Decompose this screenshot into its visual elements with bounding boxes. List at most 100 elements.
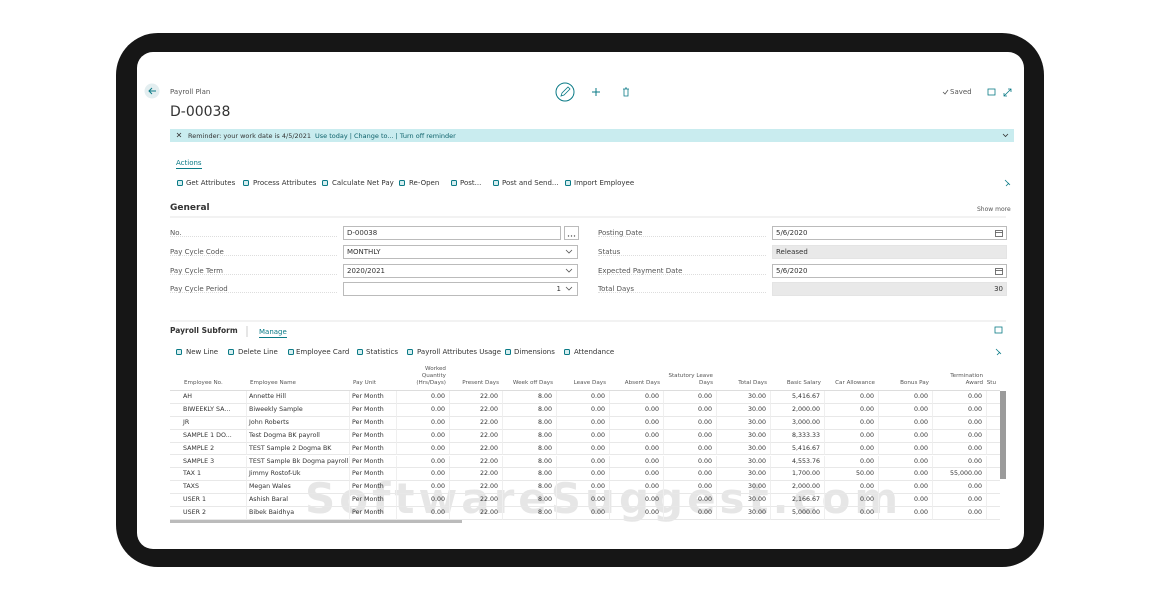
- column-header[interactable]: Stu: [987, 380, 996, 386]
- pin[interactable]: [995, 348, 1002, 356]
- column-header[interactable]: Leave Days: [573, 380, 606, 386]
- action-button[interactable]: Re-Open: [409, 179, 440, 187]
- table-cell: 30.00: [717, 442, 771, 456]
- table-cell[interactable]: SAMPLE 3: [170, 455, 247, 469]
- table-cell: [987, 391, 1000, 404]
- table-cell: 0.00: [610, 429, 664, 443]
- action-button[interactable]: New Line: [186, 348, 219, 356]
- table-cell[interactable]: SAMPLE 2: [170, 442, 247, 456]
- column-header[interactable]: Car Allowance: [835, 380, 875, 386]
- table-cell: 0.00: [664, 442, 717, 456]
- actions-tab[interactable]: Actions: [176, 159, 202, 169]
- field-input[interactable]: 1: [343, 282, 578, 296]
- table-cell[interactable]: USER 1: [170, 494, 247, 508]
- column-header[interactable]: Week off Days: [512, 380, 553, 386]
- table-cell: 55,000.00: [933, 468, 987, 482]
- table-cell: 0.00: [879, 391, 933, 404]
- table-cell: 22.00: [450, 507, 503, 520]
- h-scrollbar[interactable]: [170, 520, 462, 523]
- manage-tab[interactable]: Manage: [259, 328, 287, 338]
- column-header[interactable]: Pay Unit: [353, 380, 377, 386]
- table-cell[interactable]: AH: [170, 391, 247, 404]
- action-button[interactable]: Import Employee: [574, 179, 635, 187]
- field-input[interactable]: 5/6/2020: [772, 264, 1007, 278]
- table-cell[interactable]: TEST Sample 2 Dogma BK: [247, 442, 350, 456]
- action-button[interactable]: Post and Send...: [502, 179, 559, 187]
- table-cell[interactable]: Bibek Baidhya: [247, 507, 350, 520]
- action-button[interactable]: Get Attributes: [186, 179, 236, 187]
- table-cell[interactable]: Megan Wales: [247, 481, 350, 495]
- table-cell[interactable]: John Roberts: [247, 416, 350, 430]
- scrollbar[interactable]: [1000, 391, 1006, 479]
- table-cell: 0.00: [397, 416, 450, 430]
- column-header[interactable]: Statutory Leave Days: [668, 373, 713, 386]
- table-cell: 22.00: [450, 468, 503, 482]
- table-cell: 0.00: [557, 507, 610, 520]
- field-input[interactable]: D-00038: [343, 226, 561, 240]
- delete-button[interactable]: [623, 87, 629, 97]
- table-cell[interactable]: JR: [170, 416, 247, 430]
- new-button[interactable]: [592, 88, 600, 96]
- column-header[interactable]: Termination Award: [950, 373, 983, 386]
- field-input[interactable]: 2020/2021: [343, 264, 578, 278]
- table-cell[interactable]: Jimmy Rostof-Uk: [247, 468, 350, 482]
- action-icon: [176, 349, 182, 355]
- table-cell: 0.00: [610, 391, 664, 404]
- table-cell: 4,553.76: [771, 455, 825, 469]
- column-header[interactable]: Basic Salary: [786, 380, 821, 386]
- table-cell: 0.00: [825, 481, 879, 495]
- table-cell[interactable]: TAX 1: [170, 468, 247, 482]
- table-cell[interactable]: Test Dogma BK payroll: [247, 429, 350, 443]
- table-cell: 0.00: [825, 442, 879, 456]
- table-cell[interactable]: Ashish Baral: [247, 494, 350, 508]
- column-header[interactable]: Absent Days: [624, 380, 660, 386]
- field-input[interactable]: 5/6/2020: [772, 226, 1007, 240]
- table-cell: 5,416.67: [771, 442, 825, 456]
- table-cell: 8.00: [503, 416, 557, 430]
- show-more[interactable]: Show more: [977, 206, 1011, 213]
- column-header[interactable]: Employee No.: [184, 380, 223, 386]
- action-button[interactable]: Attendance: [574, 348, 615, 356]
- table-cell: 0.00: [397, 455, 450, 469]
- table-cell[interactable]: TAXS: [170, 481, 247, 495]
- action-button[interactable]: Payroll Attributes Usage: [417, 348, 502, 356]
- action-icon: [243, 180, 249, 186]
- action-button[interactable]: Employee Card: [296, 348, 350, 356]
- lookup-button[interactable]: [564, 226, 579, 240]
- table-cell: [987, 494, 1000, 508]
- share-icon[interactable]: [994, 326, 1003, 334]
- reminder-links[interactable]: Use today | Change to... | Turn off remi…: [315, 132, 456, 140]
- close-reminder[interactable]: [176, 132, 182, 138]
- action-button[interactable]: Delete Line: [238, 348, 278, 356]
- column-header[interactable]: Total Days: [738, 380, 767, 386]
- pin[interactable]: [1004, 179, 1011, 187]
- column-header[interactable]: Employee Name: [250, 380, 296, 386]
- table-cell: 5,000.00: [771, 507, 825, 520]
- table-cell: 22.00: [450, 391, 503, 404]
- action-button[interactable]: Post...: [460, 179, 482, 187]
- action-button[interactable]: Statistics: [366, 348, 398, 356]
- table-cell[interactable]: Annette Hill: [247, 391, 350, 404]
- table-cell[interactable]: BIWEEKLY SA...: [170, 403, 247, 417]
- table-cell: Per Month: [350, 481, 397, 495]
- table-cell[interactable]: USER 2: [170, 507, 247, 520]
- action-button[interactable]: Process Attributes: [253, 179, 317, 187]
- action-button[interactable]: Calculate Net Pay: [332, 179, 394, 187]
- action-icon: [564, 349, 570, 355]
- table-cell: 30.00: [717, 468, 771, 482]
- field-input[interactable]: MONTHLY: [343, 245, 578, 259]
- breadcrumb: Payroll Plan: [170, 88, 211, 96]
- table-cell: 8.00: [503, 507, 557, 520]
- open-new-window[interactable]: [987, 88, 996, 96]
- table-cell[interactable]: SAMPLE 1 DO...: [170, 429, 247, 443]
- table-cell[interactable]: TEST Sample Bk Dogma payroll: [247, 455, 350, 469]
- column-header[interactable]: Present Days: [462, 380, 499, 386]
- column-header[interactable]: Worked Quantity (Hrs/Days): [416, 366, 446, 386]
- expand[interactable]: [1003, 88, 1012, 97]
- column-header[interactable]: Bonus Pay: [900, 380, 929, 386]
- action-button[interactable]: Dimensions: [514, 348, 555, 356]
- table-cell: 22.00: [450, 429, 503, 443]
- edit-button[interactable]: [555, 82, 575, 102]
- table-cell[interactable]: Biweekly Sample: [247, 403, 350, 417]
- table-cell: 2,166.67: [771, 494, 825, 508]
